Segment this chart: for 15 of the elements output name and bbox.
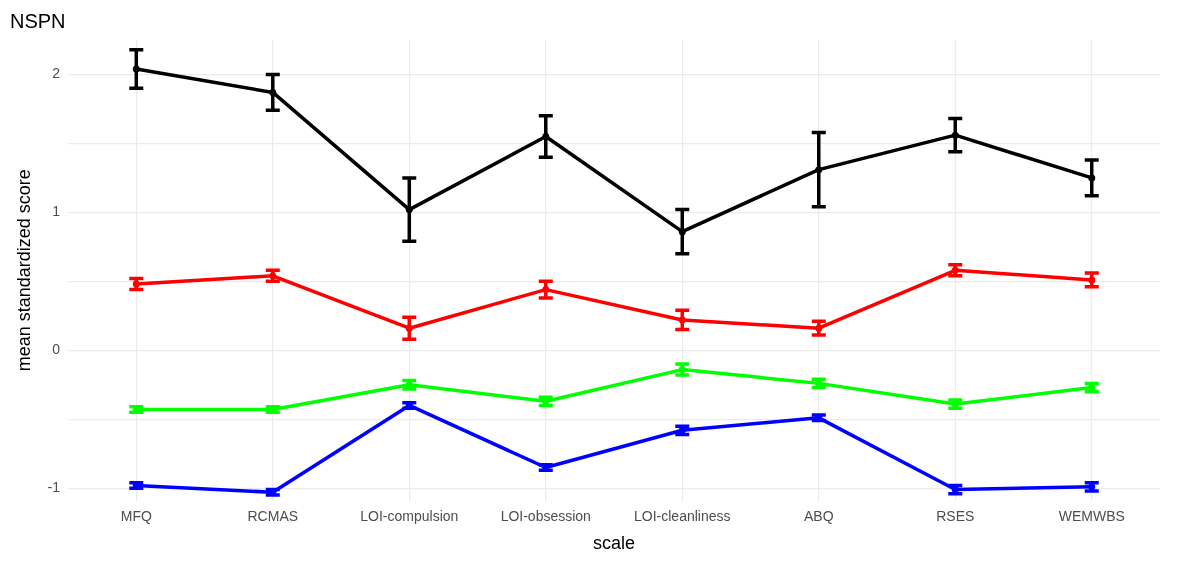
x-tick-label: MFQ (120, 507, 152, 524)
x-tick-label: RSES (936, 507, 975, 524)
y-tick-label: 1 (52, 203, 61, 220)
x-tick-label: RCMAS (247, 507, 299, 524)
x-tick-label: LOI-obsession (500, 507, 591, 524)
x-axis-title: scale (593, 533, 636, 554)
x-tick-label: ABQ (803, 507, 834, 524)
x-tick-label: LOI-compulsion (360, 507, 459, 524)
y-tick-label: 0 (52, 341, 61, 358)
y-axis-title: mean standardized score (13, 169, 34, 372)
x-tick-label: WEMWBS (1058, 507, 1125, 524)
y-tick-label: 2 (52, 65, 61, 82)
x-tick-label: LOI-cleanliness (634, 507, 731, 524)
chart-title: NSPN (10, 9, 66, 32)
y-tick-label: -1 (47, 479, 61, 496)
